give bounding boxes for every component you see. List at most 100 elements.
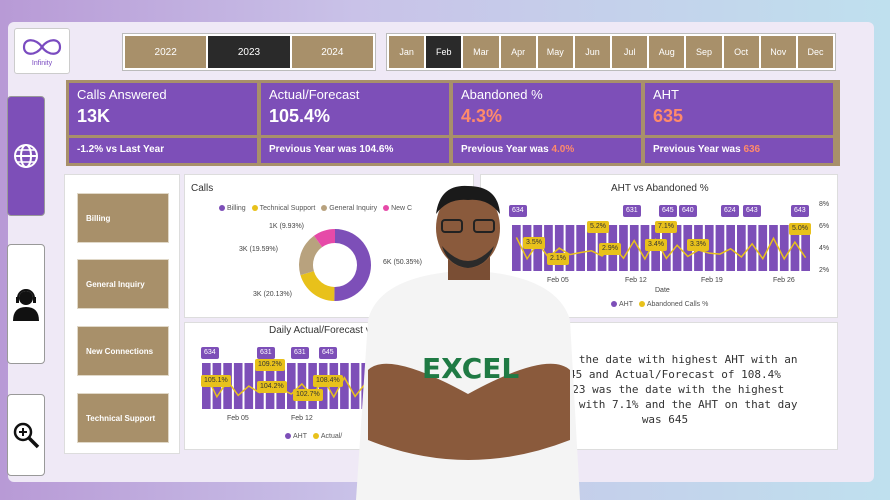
slice-label: 3K (19.59%) xyxy=(239,246,278,253)
aht-bar xyxy=(737,225,746,271)
kpi-calls-answered: Calls Answered 13K -1.2% vs Last Year xyxy=(69,83,257,163)
donut-slice xyxy=(313,229,335,248)
aht-bar xyxy=(790,225,800,271)
month-button-sep[interactable]: Sep xyxy=(686,36,722,68)
nav-details-button[interactable] xyxy=(7,394,45,476)
aht-bar xyxy=(629,225,639,271)
aht-bar xyxy=(747,225,757,271)
zoom-in-icon xyxy=(13,422,40,449)
abandoned-label: 5.0% xyxy=(789,223,811,235)
kpi-comparison: Previous Year was 636 xyxy=(645,138,833,163)
kpi-comparison: Previous Year was 104.6% xyxy=(261,138,449,163)
category-button-technical-support[interactable]: Technical Support xyxy=(77,393,169,443)
year-slicer: 2022 2023 2024 xyxy=(122,33,376,71)
y-tick: 4% xyxy=(819,245,830,252)
month-button-mar[interactable]: Mar xyxy=(463,36,499,68)
aht-label: 634 xyxy=(201,347,219,359)
kpi-title: Actual/Forecast xyxy=(269,87,360,102)
y-tick: 2% xyxy=(819,267,830,274)
x-tick: Feb 12 xyxy=(625,277,647,284)
month-button-aug[interactable]: Aug xyxy=(649,36,685,68)
month-button-jan[interactable]: Jan xyxy=(389,36,425,68)
y-tick: 6% xyxy=(819,223,830,230)
legend-item: General Inquiry xyxy=(329,205,378,212)
slice-label: 1K (9.93%) xyxy=(269,223,305,230)
month-button-may[interactable]: May xyxy=(537,36,573,68)
chart-legend: AHT Actual/ xyxy=(281,433,342,440)
kpi-comparison-text: Previous Year was xyxy=(461,144,552,155)
abandoned-label: 3.4% xyxy=(645,239,667,251)
logo-text: Infinity xyxy=(31,59,53,67)
af-label: 105.1% xyxy=(201,375,231,387)
donut-slice xyxy=(334,229,371,301)
aht-bar xyxy=(512,225,521,271)
abandoned-label: 2.9% xyxy=(599,243,621,255)
year-button-2022[interactable]: 2022 xyxy=(125,36,207,68)
abandoned-label: 2.1% xyxy=(547,253,569,265)
kpi-value: 635 xyxy=(653,106,684,126)
logo: Infinity xyxy=(14,28,70,74)
aht-bar xyxy=(565,225,575,271)
nav-agents-button[interactable] xyxy=(7,244,45,364)
month-button-apr[interactable]: Apr xyxy=(500,36,536,68)
aht-bar xyxy=(233,363,243,409)
category-button-new-connections[interactable]: New Connections xyxy=(77,326,169,376)
kpi-actual-forecast: Actual/Forecast 105.4% Previous Year was … xyxy=(261,83,449,163)
chart-title: Calls xyxy=(191,183,214,194)
month-button-dec[interactable]: Dec xyxy=(797,36,834,68)
x-tick: Feb 05 xyxy=(227,415,249,422)
insight-line: alls % with 7.1% and the AHT on that day xyxy=(532,398,798,411)
infinity-icon xyxy=(22,38,62,55)
x-tick: Feb 26 xyxy=(773,277,795,284)
af-label: 109.2% xyxy=(255,359,285,371)
aht-label: 645 xyxy=(319,347,337,359)
aht-bar xyxy=(587,225,596,271)
aht-bar xyxy=(672,225,682,271)
aht-label: 645 xyxy=(659,205,677,217)
x-axis-label: Date xyxy=(655,287,670,294)
aht-label: 643 xyxy=(791,205,809,217)
month-button-oct[interactable]: Oct xyxy=(723,36,759,68)
category-button-billing[interactable]: Billing xyxy=(77,193,169,243)
nav-overview-button[interactable] xyxy=(7,96,45,216)
month-button-jun[interactable]: Jun xyxy=(574,36,611,68)
category-button-general-inquiry[interactable]: General Inquiry xyxy=(77,259,169,309)
aht-bar xyxy=(576,225,585,271)
af-label: 104.2% xyxy=(257,381,287,393)
slice-label: 6K (50.35%) xyxy=(383,259,422,266)
aht-bar xyxy=(801,225,810,271)
kpi-comparison: -1.2% vs Last Year xyxy=(69,138,257,163)
globe-icon xyxy=(14,144,38,168)
aht-label: 640 xyxy=(679,205,697,217)
donut-slice xyxy=(300,271,335,301)
aht-bar xyxy=(704,225,714,271)
abandoned-label: 3.3% xyxy=(687,239,709,251)
kpi-value: 4.3% xyxy=(461,106,503,126)
aht-bar xyxy=(297,363,307,409)
month-button-feb[interactable]: Feb xyxy=(426,36,462,68)
aht-label: 631 xyxy=(257,347,275,359)
legend-item: Technical Support xyxy=(259,205,316,212)
year-button-2023[interactable]: 2023 xyxy=(208,36,290,68)
kpi-comparison-value: 636 xyxy=(743,144,761,155)
legend-item: Actual/ xyxy=(320,433,343,440)
year-button-2024[interactable]: 2024 xyxy=(291,36,373,68)
category-slicer-panel: Billing General Inquiry New Connections … xyxy=(64,174,180,454)
presenter-photo: EXCEL xyxy=(356,185,580,500)
month-button-jul[interactable]: Jul xyxy=(612,36,648,68)
headset-agent-icon xyxy=(13,289,39,321)
slice-label: 3K (20.13%) xyxy=(253,291,292,298)
kpi-title: Calls Answered xyxy=(77,87,167,102)
aht-bar xyxy=(715,225,725,271)
aht-bar xyxy=(287,363,296,409)
month-button-nov[interactable]: Nov xyxy=(760,36,796,68)
insight-text: 23 was the date with highest AHT with an… xyxy=(500,352,830,427)
kpi-value: 105.4% xyxy=(269,106,331,126)
insight-line: Feb-23 was the date with the highest xyxy=(545,383,785,396)
y-tick: 8% xyxy=(819,201,830,208)
kpi-value: 13K xyxy=(77,106,111,126)
chart-title: AHT vs Abandoned % xyxy=(611,183,709,194)
aht-bar xyxy=(340,363,349,409)
kpi-strip: Calls Answered 13K -1.2% vs Last Year Act… xyxy=(66,80,840,166)
aht-bar xyxy=(544,225,553,271)
